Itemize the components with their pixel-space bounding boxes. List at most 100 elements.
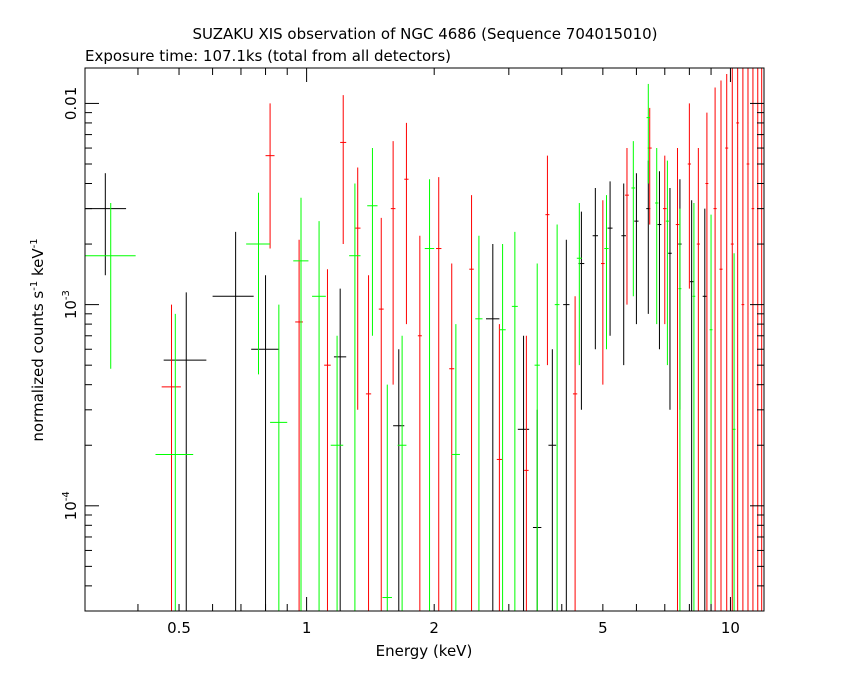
data-point (436, 177, 442, 611)
y-tick-label: 10-4 (61, 491, 80, 520)
data-point (333, 288, 347, 611)
x-tick-label: 1 (302, 619, 312, 637)
data-point (760, 68, 763, 611)
data-point (246, 192, 271, 375)
data-point (85, 173, 127, 276)
data-point (155, 313, 194, 611)
data-point (725, 74, 729, 611)
y-tick-label: 0.01 (62, 87, 80, 120)
data-point (340, 95, 347, 245)
data-point (424, 179, 435, 611)
data-point (548, 349, 557, 611)
data-point (349, 183, 361, 611)
y-axis-label-sup1: -1 (29, 281, 40, 291)
data-point (449, 263, 455, 611)
data-point (354, 167, 361, 410)
data-point (631, 141, 636, 297)
data-point (741, 68, 745, 611)
y-axis-label: normalized counts s-1 keV-1 (29, 238, 47, 441)
data-point (382, 384, 392, 611)
data-point (592, 187, 599, 350)
axis-ticks: 0.5 1 2 5 10 10-4 10-3 0.01 (61, 68, 764, 637)
data-point (634, 173, 639, 325)
data-point (719, 80, 723, 611)
data-point (212, 231, 254, 611)
data-point (511, 231, 518, 611)
data-point (665, 160, 669, 366)
data-point (732, 253, 736, 611)
data-point (265, 103, 275, 249)
data-point (736, 68, 740, 611)
data-point (251, 275, 279, 611)
data-point (625, 148, 629, 305)
x-tick-label: 10 (721, 619, 740, 637)
data-point (730, 68, 734, 611)
data-point (393, 349, 405, 611)
data-point (604, 195, 609, 350)
data-point (607, 181, 613, 336)
data-point (692, 202, 696, 611)
data-point (404, 122, 409, 325)
data-point (85, 202, 136, 369)
data-point (534, 263, 540, 611)
data-point (161, 304, 181, 611)
data-point (397, 335, 407, 611)
data-point (330, 335, 344, 611)
x-tick-label: 5 (598, 619, 608, 637)
data-point (655, 148, 659, 325)
series-2 (85, 83, 736, 611)
data-point (485, 244, 500, 611)
series-1 (161, 68, 763, 611)
data-point (675, 148, 680, 611)
data-point (696, 148, 700, 611)
data-point (378, 217, 384, 611)
y-axis-label-main: normalized counts s (29, 291, 47, 442)
x-tick-label: 2 (429, 619, 439, 637)
data-point (496, 324, 502, 611)
data-point (746, 68, 750, 611)
data-point (499, 244, 506, 611)
data-point (293, 197, 309, 611)
series-0 (85, 160, 707, 611)
data-point (367, 148, 378, 336)
x-tick-label: 0.5 (167, 619, 191, 637)
data-point (751, 68, 755, 611)
x-axis-label: Energy (keV) (376, 642, 473, 660)
data-point (709, 214, 713, 611)
chart-title: SUZAKU XIS observation of NGC 4686 (Sequ… (192, 25, 657, 43)
data-point (668, 187, 672, 410)
data-point (689, 200, 694, 611)
data-point (678, 208, 682, 611)
data-point (657, 171, 662, 350)
data-marks (85, 68, 763, 611)
data-point (295, 239, 303, 611)
data-point (451, 324, 460, 611)
data-point (713, 87, 717, 611)
data-point (417, 235, 422, 611)
data-point (475, 235, 483, 611)
data-point (312, 221, 326, 611)
data-point (601, 200, 605, 385)
data-point (390, 141, 396, 385)
data-point (563, 239, 570, 611)
data-point (163, 292, 207, 611)
data-point (756, 68, 760, 611)
data-point (662, 155, 667, 325)
data-point (702, 208, 707, 611)
data-point (621, 183, 627, 366)
data-point (365, 275, 372, 611)
data-point (646, 83, 651, 184)
y-axis-label-mid: keV (29, 248, 47, 281)
data-point (554, 224, 560, 611)
data-point (705, 112, 709, 611)
plot-frame (84, 67, 765, 612)
data-point (576, 202, 582, 366)
data-point (469, 195, 474, 611)
data-point (545, 155, 550, 366)
data-point (517, 335, 530, 611)
data-point (324, 269, 331, 611)
data-point (572, 296, 578, 611)
data-point (687, 103, 691, 289)
chart-subtitle: Exposure time: 107.1ks (total from all d… (85, 47, 451, 65)
